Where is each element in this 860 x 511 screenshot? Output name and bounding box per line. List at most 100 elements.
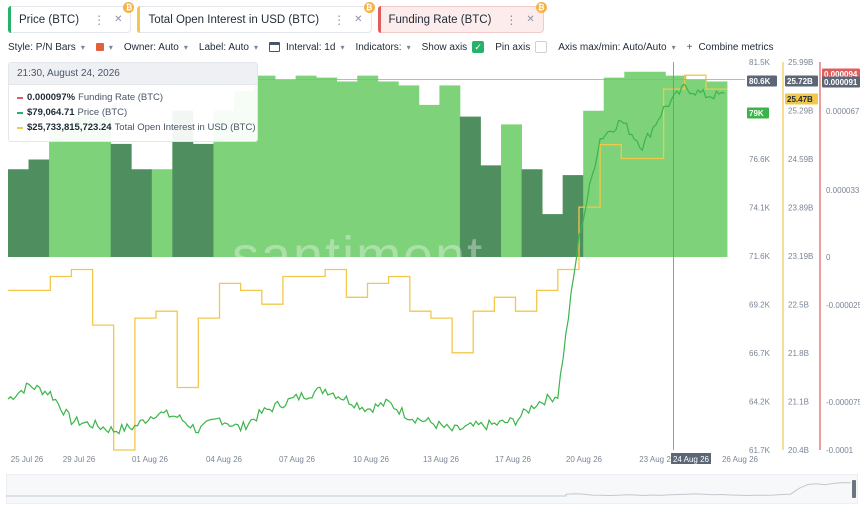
bitcoin-badge-icon: ₿ — [363, 2, 375, 13]
tab-color-indicator — [377, 6, 381, 33]
price-axis-tick-label: 76.6K — [749, 155, 771, 164]
x-axis-tick-label: 04 Aug 26 — [206, 455, 243, 464]
navigator-right-handle[interactable] — [852, 480, 856, 498]
series-color-marker — [17, 96, 23, 99]
chevron-down-icon: ▾ — [108, 42, 113, 52]
combine-metrics-label: Combine metrics — [698, 41, 774, 53]
price-current-badge-bg — [747, 75, 777, 87]
tooltip-value: $79,064.71 — [27, 107, 75, 118]
close-icon[interactable]: ✕ — [526, 14, 535, 25]
open-interest-axis-tick-label: 23.19B — [788, 252, 813, 261]
tab-label: Price (BTC) — [19, 13, 80, 26]
owner-dropdown[interactable]: Owner: Auto ▾ — [124, 42, 188, 53]
x-axis-tick-label: 25 Jul 26 — [11, 455, 44, 464]
funding-rate-bar — [459, 116, 481, 257]
chevron-down-icon: ▾ — [671, 42, 676, 52]
main-chart[interactable]: santiment 81.5K 79K 76.6K 74.1K 71.6K 69.2K 66… — [0, 58, 860, 466]
owner-label: Owner: Auto — [123, 41, 179, 53]
more-icon[interactable]: ⋮ — [93, 12, 105, 27]
bitcoin-badge-icon: ₿ — [535, 2, 547, 13]
funding-rate-bar — [624, 71, 646, 257]
funding-rate-bar — [521, 169, 543, 257]
funding-rate-bar — [110, 143, 132, 257]
funding-rate-axis-tick-label: -0.0001 — [826, 446, 854, 455]
funding-rate-bar — [685, 79, 707, 257]
tab-funding-rate[interactable]: Funding Rate (BTC) ⋮ ✕ ₿ — [377, 2, 547, 33]
tooltip-time: 21:30, August 24, 2026 — [9, 63, 257, 85]
style-dropdown[interactable]: Style: P/N Bars ▾ — [8, 42, 85, 53]
funding-rate-bar — [213, 110, 235, 257]
show-axis-toggle[interactable]: Show axis ✓ — [422, 41, 485, 53]
x-axis-tick-label: 10 Aug 26 — [353, 455, 390, 464]
open-interest-axis-tick-label: 21.1B — [788, 398, 809, 407]
tab-price[interactable]: Price (BTC) ⋮ ✕ ₿ — [8, 2, 135, 33]
price-series-line — [7, 83, 725, 435]
navigator-track — [6, 474, 858, 504]
close-icon[interactable]: ✕ — [354, 14, 363, 25]
funding-rate-bar — [336, 81, 358, 257]
funding-rate-bar — [28, 159, 50, 257]
x-axis-highlight-label: 24 Aug 26 — [673, 455, 710, 464]
funding-rate-axis-tick-label: 0.000067 — [826, 107, 860, 116]
chevron-down-icon: ▾ — [80, 42, 85, 52]
pin-axis-toggle[interactable]: Pin axis — [495, 41, 548, 53]
tooltip-row-price: $79,064.71 Price (BTC) — [9, 106, 257, 119]
funding-rate-bar — [706, 81, 728, 257]
indicators-dropdown[interactable]: Indicators: ▾ — [355, 42, 410, 53]
tab-label: Funding Rate (BTC) — [388, 13, 492, 26]
style-label: Style: P/N Bars — [8, 41, 76, 53]
label-dropdown[interactable]: Label: Auto ▾ — [199, 42, 258, 53]
price-highlight-badge: 79K — [749, 109, 764, 118]
combine-metrics-button[interactable]: + Combine metrics — [687, 42, 774, 53]
funding-rate-bars — [8, 71, 728, 258]
price-axis-tick-label: 61.7K — [749, 446, 771, 455]
x-axis-tick-label: 01 Aug 26 — [132, 455, 169, 464]
more-icon[interactable]: ⋮ — [505, 12, 517, 27]
price-line — [7, 83, 725, 435]
checkmark-icon[interactable]: ✓ — [472, 41, 485, 53]
tab-color-indicator — [137, 6, 141, 33]
x-axis-tick-label: 29 Jul 26 — [63, 455, 96, 464]
calendar-icon — [268, 42, 280, 52]
funding-rate-bar — [131, 169, 153, 257]
funding-rate-bar — [418, 104, 440, 258]
close-icon[interactable]: ✕ — [114, 14, 123, 25]
metric-tabs: Price (BTC) ⋮ ✕ ₿ Total Open Interest in… — [8, 2, 547, 33]
range-navigator[interactable] — [6, 474, 858, 504]
x-axis-tick-label: 07 Aug 26 — [279, 455, 316, 464]
tooltip-row-funding: 0.000097% Funding Rate (BTC) — [9, 91, 257, 104]
funding-rate-bar — [439, 85, 461, 258]
tab-color-indicator — [8, 6, 11, 33]
funding-rate-bar — [275, 79, 296, 257]
x-axis: 25 Jul 26 29 Jul 26 01 Aug 26 04 Aug 26 07 A… — [11, 453, 759, 464]
tab-open-interest[interactable]: Total Open Interest in USD (BTC) ⋮ ✕ ₿ — [137, 2, 375, 33]
show-axis-label: Show axis — [421, 41, 468, 53]
funding-rate-bar — [501, 124, 522, 258]
funding-rate-bar — [316, 77, 338, 257]
interval-dropdown[interactable]: Interval: 1d ▾ — [268, 42, 344, 53]
funding-rate-axis-tick-label: -0.000025 — [826, 301, 860, 310]
funding-rate-current-badge-2: 0.000091 — [824, 78, 858, 87]
plus-icon: + — [686, 41, 693, 53]
price-axis-tick-label: 66.7K — [749, 349, 771, 358]
funding-rate-bar — [192, 143, 214, 257]
axis-maxmin-dropdown[interactable]: Axis max/min: Auto/Auto ▾ — [558, 42, 675, 53]
color-picker[interactable]: ▾ — [95, 42, 113, 52]
pin-axis-checkbox[interactable] — [535, 41, 548, 53]
open-interest-axis-tick-label: 20.4B — [788, 446, 809, 455]
funding-rate-axis-tick-label: -0.000075 — [826, 398, 860, 407]
bitcoin-badge-icon: ₿ — [123, 2, 135, 13]
funding-rate-bar — [398, 85, 420, 258]
open-interest-current-badge-bg — [785, 75, 818, 87]
funding-rate-bar — [254, 75, 276, 258]
metric-settings-toolbar: Style: P/N Bars ▾ ▾ Owner: Auto ▾ Label:… — [8, 40, 784, 54]
series-color-marker — [17, 111, 23, 114]
price-axis-tick-label: 74.1K — [749, 204, 771, 213]
funding-rate-bar — [542, 214, 564, 257]
price-axis-tick-label: 81.5K — [749, 58, 771, 67]
more-icon[interactable]: ⋮ — [333, 12, 345, 27]
price-current-badge: 80.6K — [749, 77, 771, 86]
funding-rate-bar — [644, 71, 666, 257]
open-interest-axis-tick-label: 25.29B — [788, 107, 813, 116]
funding-rate-current-badge-2-bg — [822, 76, 860, 88]
